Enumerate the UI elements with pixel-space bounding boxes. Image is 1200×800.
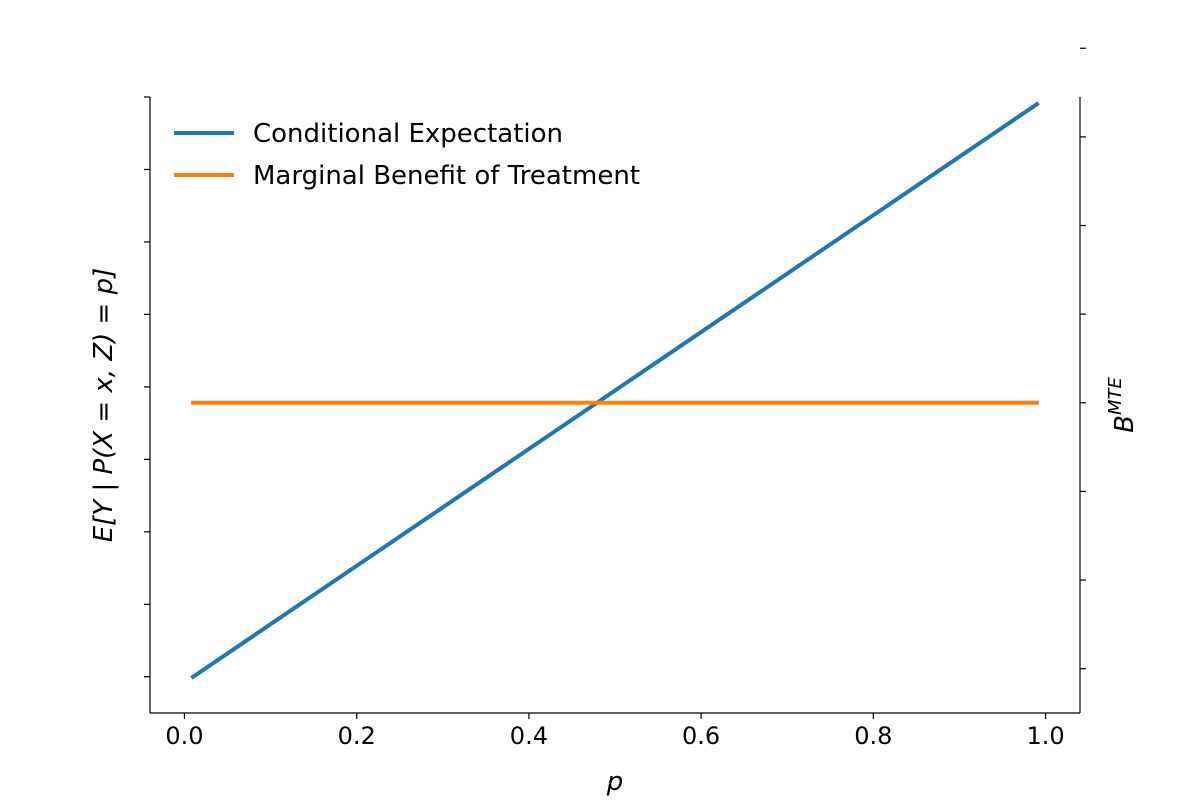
x-ticks: 0.0 0.2 0.4 0.6 0.8 1.0 (165, 713, 1065, 750)
legend-label-2: Marginal Benefit of Treatment (253, 161, 640, 191)
series-line-1 (190, 101, 1040, 680)
legend: Conditional Expectation Marginal Benefit … (174, 119, 640, 191)
y-axis-label-right-base: B (1110, 415, 1140, 433)
y-ticks-right (1080, 47, 1086, 670)
x-tick-label: 0.2 (338, 722, 376, 750)
y-axis-label-right-sup: MTE (1105, 377, 1126, 416)
x-tick-label: 0.4 (510, 722, 548, 750)
x-tick-label: 1.0 (1026, 722, 1064, 750)
axes (149, 97, 1081, 714)
y-axis-label-left: E[Y | P(X = x, Z) = p] (89, 268, 119, 543)
x-axis-label: p (606, 767, 624, 797)
series-layer (190, 101, 1040, 680)
x-tick-label: 0.8 (854, 722, 892, 750)
x-tick-label: 0.0 (165, 722, 203, 750)
x-tick-label: 0.6 (682, 722, 720, 750)
legend-label-1: Conditional Expectation (253, 119, 563, 149)
y-axis-label-right: BMTE (1105, 377, 1140, 433)
y-ticks-left (144, 96, 150, 678)
